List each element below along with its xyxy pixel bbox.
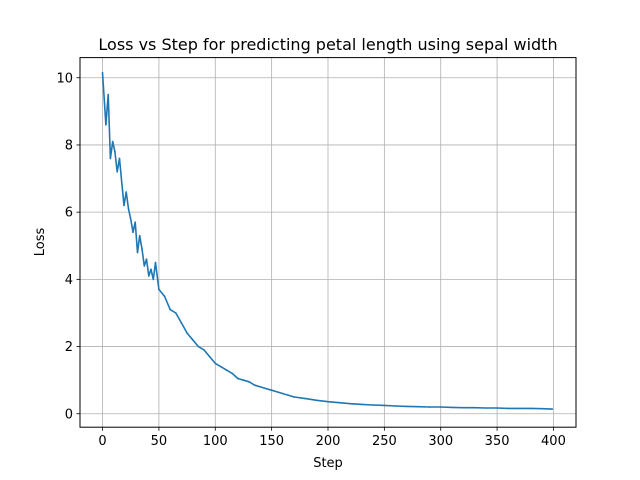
loss-point [145,258,148,261]
loss-point [169,308,171,311]
loss-point [237,377,239,380]
ticks: 0 50 100 150 200 250 300 350 400 0 2 4 6 8 10 [56,71,565,449]
x-tick-label: 150 [259,434,284,449]
loss-point [265,387,267,390]
loss-point [270,389,273,392]
loss-point [304,397,307,400]
loss-point [551,408,554,410]
loss-point [118,157,121,160]
x-tick-label: 0 [98,434,106,449]
x-tick-label: 200 [316,434,341,449]
loss-point [428,406,431,408]
loss-point [406,405,408,408]
loss-point [191,339,194,341]
loss-point [530,407,532,410]
loss-point [203,349,205,351]
loss-point [214,362,217,365]
grid [80,57,576,428]
loss-point [394,405,397,407]
loss-point [136,251,139,254]
x-tick-label: 250 [372,434,397,449]
loss-point [129,218,132,220]
loss-point [220,365,222,368]
loss-point [120,181,123,183]
loss-point [116,171,118,173]
loss-point [253,384,256,387]
loss-point [462,406,465,409]
chart-title: Loss vs Step for predicting petal length… [98,35,557,54]
loss-point [163,295,166,297]
loss-point [496,407,498,409]
x-tick-label: 300 [428,434,453,449]
loss-point [293,396,295,398]
y-tick-label: 0 [65,407,73,422]
loss-point [143,265,146,267]
y-tick-label: 2 [65,340,73,355]
loss-point [127,208,130,210]
loss-point [186,332,188,334]
x-tick-label: 100 [203,434,228,449]
loss-point [361,403,363,406]
y-tick-label: 6 [65,206,73,221]
loss-point [208,355,211,358]
loss-point [417,405,419,408]
loss-point [154,261,157,264]
loss-point [338,401,341,404]
loss-point [147,275,150,277]
loss-point [114,150,116,153]
loss-point [231,372,233,375]
x-axis-label: Step [313,456,343,471]
loss-point [158,288,160,291]
loss-point [518,407,521,410]
loss-point [259,386,262,388]
loss-point [134,221,137,224]
x-tick-label: 350 [485,434,510,449]
x-tick-label: 400 [541,434,566,449]
loss-point [451,406,453,409]
series-layer [101,71,554,410]
loss-point [101,71,104,74]
loss-line [101,72,553,410]
loss-point [125,191,128,193]
loss-point [109,157,112,160]
loss-point [138,234,141,237]
loss-point [152,278,155,281]
loss-point [315,399,318,402]
loss-point [383,404,386,407]
loss-point [175,312,177,314]
loss-point [473,406,476,409]
loss-point [225,369,228,371]
y-axis-label: Loss [33,228,48,257]
loss-point [141,248,143,250]
loss-point [105,124,107,126]
loss-point [439,406,442,408]
loss-point [372,404,374,406]
x-tick-label: 50 [151,434,168,449]
loss-point [327,400,329,403]
loss-point [180,322,183,324]
y-tick-label: 10 [56,71,73,86]
loss-point [282,392,284,395]
loss-point [197,345,200,348]
loss-point [123,204,125,207]
loss-point [507,407,510,410]
loss-point [248,381,250,383]
y-tick-label: 8 [65,138,73,153]
loss-point [349,402,352,405]
loss-point [111,140,114,143]
loss-point [242,379,245,381]
loss-point [107,93,109,96]
y-tick-label: 4 [65,273,73,288]
loss-point [541,407,543,410]
loss-point [150,268,152,271]
loss-point [485,407,487,409]
loss-point [132,231,134,234]
